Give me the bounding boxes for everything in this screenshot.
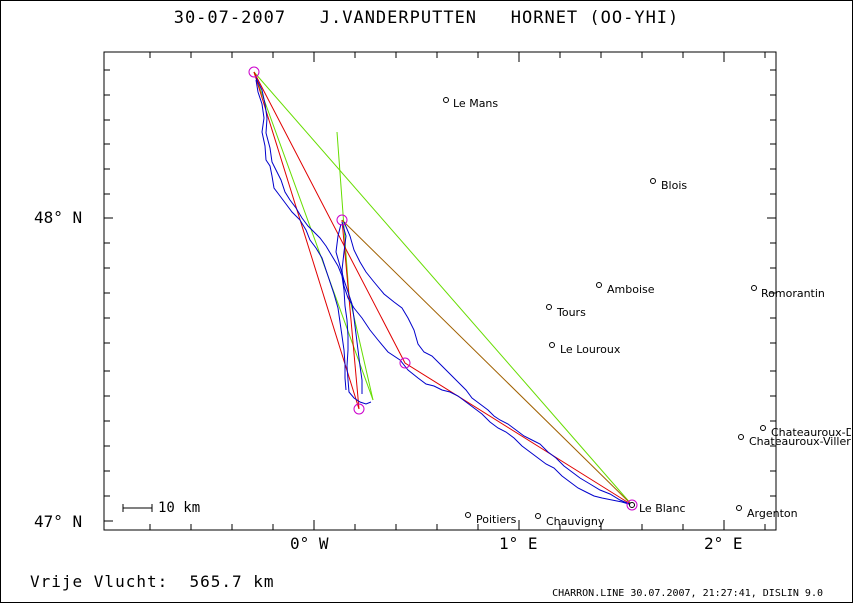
plot-border (103, 51, 777, 531)
town-marker-argenton (736, 505, 742, 511)
alt-line-start-finish (253, 71, 633, 506)
scale-bar (122, 504, 153, 512)
town-label: Romorantin (761, 287, 825, 300)
alt-line-start-south (253, 71, 374, 401)
footer-info: CHARRON.LINE 30.07.2007, 21:27:41, DISLI… (552, 588, 823, 599)
town-marker-chateauroux-villers (738, 434, 744, 440)
scale-bar-label: 10 km (158, 500, 201, 516)
turnpoint-start (248, 66, 260, 78)
alternate-lines (253, 71, 633, 506)
town-marker-poitiers (465, 512, 471, 518)
lat-label-47: 47° N (34, 512, 83, 531)
town-marker-amboise (596, 282, 602, 288)
town-marker-tours (546, 304, 552, 310)
town-label: Tours (557, 306, 586, 319)
track-segment-3 (341, 221, 633, 506)
turnpoint-north (336, 214, 348, 226)
lon-label-2e: 2° E (704, 534, 743, 553)
axis-ticks (104, 52, 776, 530)
town-marker-chateauroux-d (760, 425, 766, 431)
town-marker-le-louroux (549, 342, 555, 348)
task-leg-1 (253, 71, 360, 410)
town-marker-chauvigny (535, 513, 541, 519)
turnpoints (248, 66, 638, 511)
town-label: Chauvigny (546, 515, 605, 528)
lat-label-48: 48° N (34, 208, 83, 227)
track-segment-4 (343, 221, 633, 506)
town-label: Blois (661, 179, 688, 192)
town-label: Le Louroux (560, 343, 621, 356)
town-markers (443, 97, 766, 519)
track-segment-5 (335, 223, 363, 394)
task-leg-brown (341, 219, 633, 506)
distance-summary: Vrije Vlucht: 565.7 km (30, 572, 275, 591)
town-label: Chateauroux-D (771, 426, 851, 439)
turnpoint-finish (626, 499, 638, 511)
town-marker-le-blanc (629, 502, 635, 508)
track-segment-1 (255, 77, 372, 405)
town-marker-blois (650, 178, 656, 184)
town-label: Chateauroux-Villers (749, 435, 851, 448)
track-segment-2 (255, 79, 347, 391)
town-label: Argenton (747, 507, 798, 520)
flight-title: 30-07-2007 J.VANDERPUTTEN HORNET (OO-YHI… (173, 8, 680, 28)
town-marker-le-mans (443, 97, 449, 103)
town-label: Poitiers (476, 513, 517, 526)
town-label: Le Blanc (639, 502, 686, 515)
turnpoint-south (353, 403, 365, 415)
town-marker-romorantin (751, 285, 757, 291)
turnpoint-middle (399, 357, 411, 369)
town-label: Amboise (607, 283, 655, 296)
town-label: Le Mans (453, 97, 499, 110)
lon-label-1e: 1° E (499, 534, 538, 553)
task-leg-3 (341, 219, 360, 410)
gps-track (255, 77, 633, 506)
lon-label-0w: 0° W (290, 534, 329, 553)
